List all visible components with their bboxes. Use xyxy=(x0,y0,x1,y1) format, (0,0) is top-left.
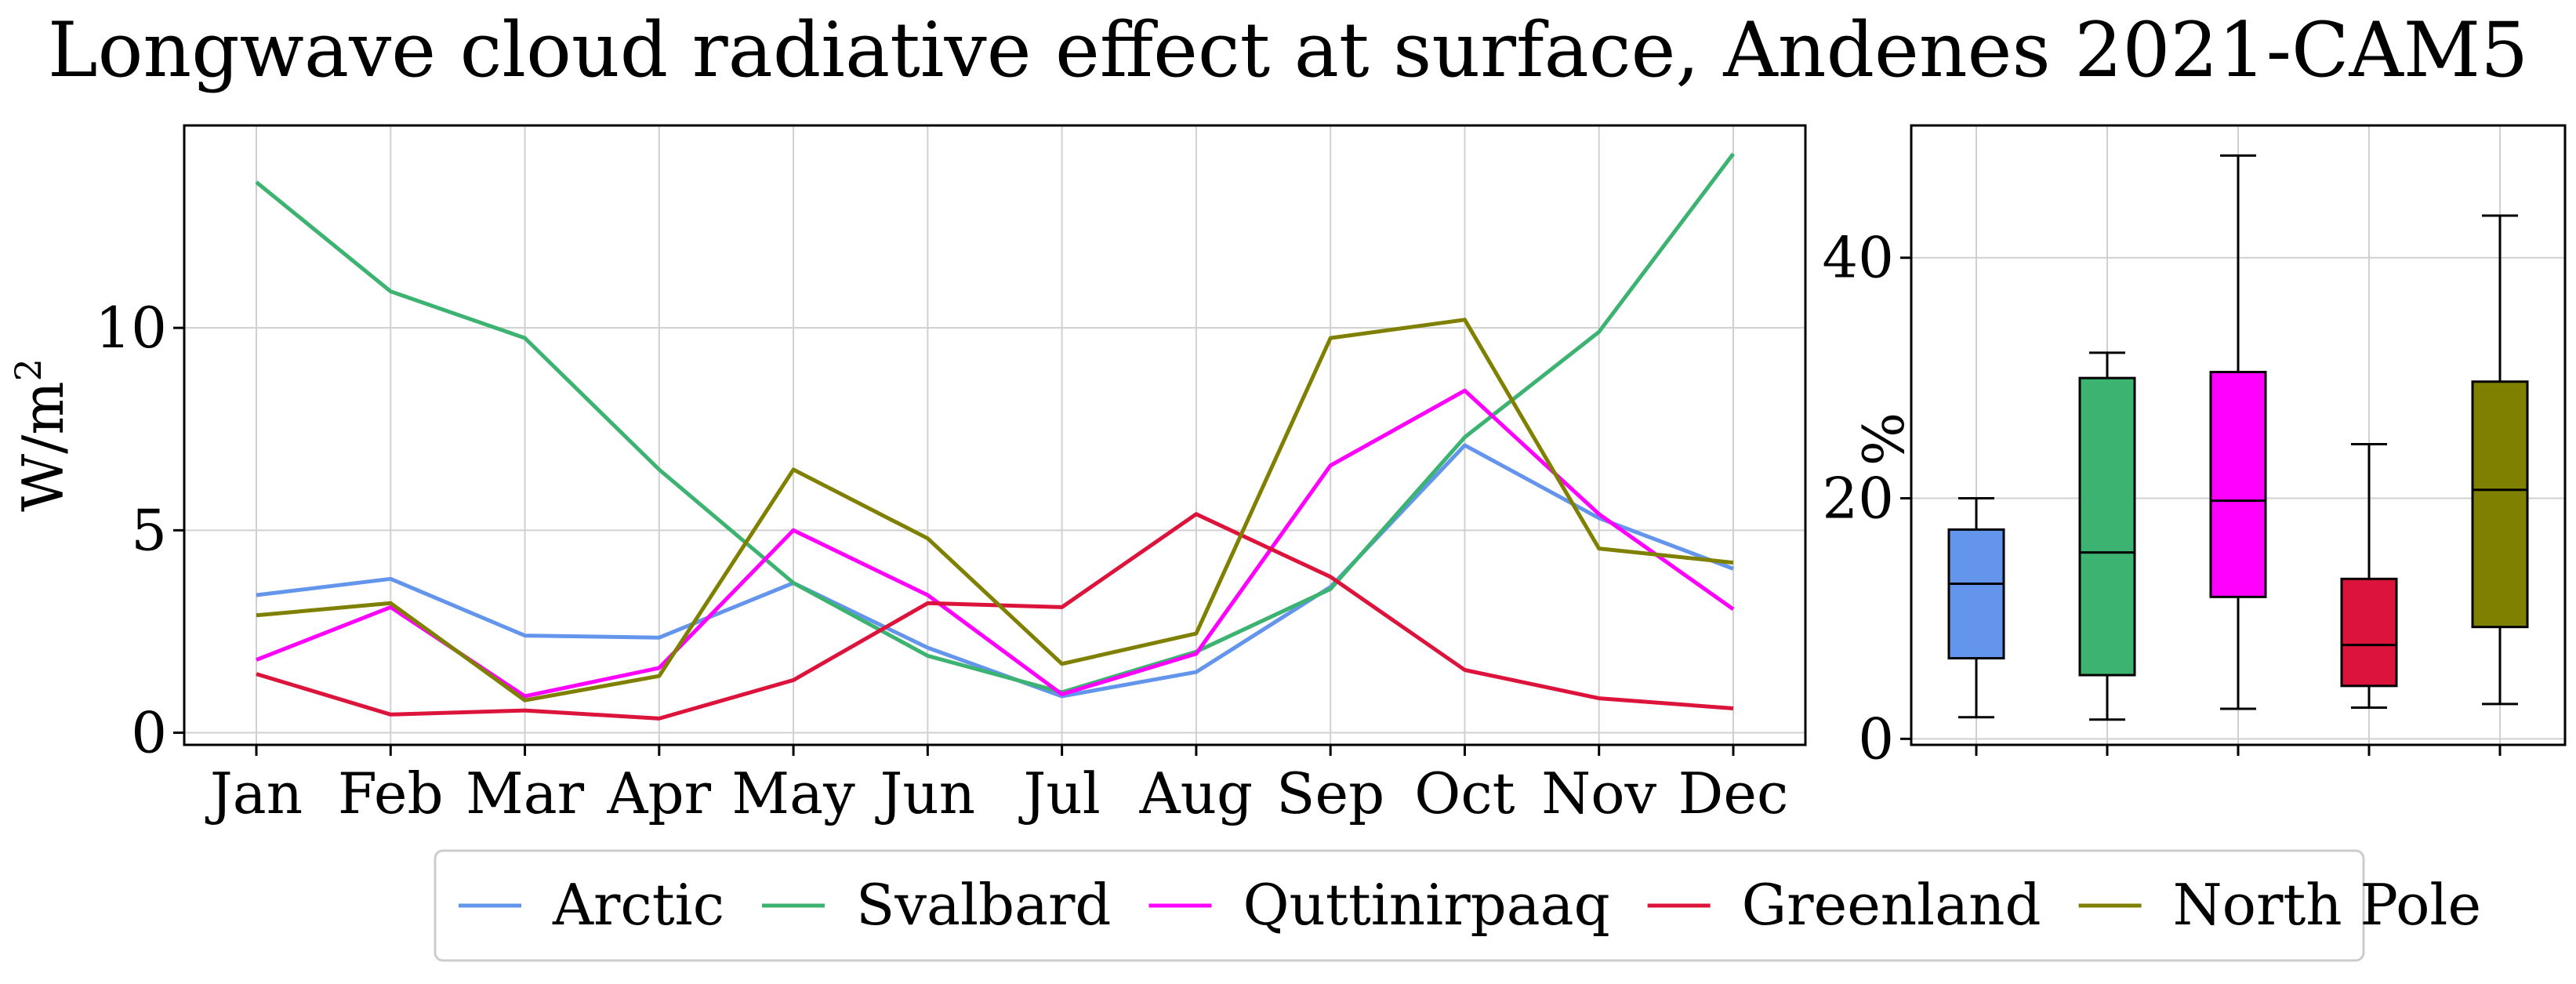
x-tick-label: Oct xyxy=(1414,761,1515,826)
box-chart-y-ticks: 0 20 40 xyxy=(1822,225,1911,772)
legend-item-arctic: Arctic xyxy=(459,872,724,938)
legend-item-svalbard: Svalbard xyxy=(762,872,1112,938)
box-body xyxy=(1947,528,2005,660)
series-line-greenland xyxy=(256,512,1734,721)
y-axis-label-superscript: 2 xyxy=(7,358,49,381)
line-chart-y-ticks: 0 5 10 xyxy=(95,295,184,766)
box-north-pole xyxy=(2471,214,2529,706)
figure-title: Longwave cloud radiative effect at surfa… xyxy=(48,6,2528,94)
box-chart-boxes xyxy=(1947,154,2529,721)
legend-label: North Pole xyxy=(2173,872,2481,938)
y-tick-label: 5 xyxy=(131,497,167,563)
y-tick-label: 40 xyxy=(1822,225,1894,291)
line-chart-x-ticks: Jan Feb Mar Apr May Jun Jul Aug Sep Oct Nov Dec xyxy=(205,745,1788,826)
x-tick-label: Apr xyxy=(607,761,712,826)
x-tick-label: Jan xyxy=(205,761,303,826)
legend-frame xyxy=(434,849,2365,962)
legend-label: Svalbard xyxy=(856,872,1111,938)
box-chart: 0 20 40 % xyxy=(1822,124,2567,772)
legend-label: Arctic xyxy=(552,872,724,938)
y-tick-label: 10 xyxy=(95,295,167,361)
series-line-quttinirpaaq xyxy=(256,388,1735,699)
legend-items: Arctic Svalbard Quttinirpaaq Greenland North… xyxy=(459,872,2481,938)
x-tick-label: Nov xyxy=(1541,761,1656,826)
x-tick-label: Feb xyxy=(338,761,444,826)
y-tick-label: 20 xyxy=(1822,466,1894,532)
box-body xyxy=(2209,370,2267,598)
x-tick-label: May xyxy=(731,761,855,826)
line-chart-y-axis-label: W/m2 xyxy=(7,358,76,512)
box-chart-y-axis-label: % xyxy=(1851,412,1917,466)
y-tick-label: 0 xyxy=(131,700,167,766)
box-chart-x-ticks xyxy=(1975,745,2502,756)
legend-label: Quttinirpaaq xyxy=(1243,872,1610,938)
x-tick-label: Sep xyxy=(1276,761,1384,826)
y-axis-label-base: W/m xyxy=(10,381,76,512)
x-tick-label: Jul xyxy=(1018,761,1101,826)
box-body xyxy=(2078,376,2136,677)
box-greenland xyxy=(2340,443,2398,709)
line-chart: Jan Feb Mar Apr May Jun Jul Aug Sep Oct Nov Dec 0 5 1… xyxy=(7,124,1807,826)
box-body xyxy=(2340,577,2398,688)
legend-item-north-pole: North Pole xyxy=(2078,872,2481,938)
x-tick-label: Mar xyxy=(466,761,585,826)
x-tick-label: Dec xyxy=(1678,761,1789,826)
line-chart-grid xyxy=(184,125,1805,745)
series-line-svalbard xyxy=(255,152,1735,695)
legend-label: Greenland xyxy=(1742,872,2041,938)
y-tick-label: 0 xyxy=(1858,706,1894,772)
series-line-north-pole xyxy=(256,318,1734,703)
box-body xyxy=(2471,380,2529,629)
series-line-arctic xyxy=(256,443,1734,699)
line-chart-frame xyxy=(183,124,1807,746)
legend-item-quttinirpaaq: Quttinirpaaq xyxy=(1148,872,1610,938)
box-arctic xyxy=(1947,497,2005,719)
x-tick-label: Jun xyxy=(875,761,976,826)
line-chart-series xyxy=(255,152,1735,721)
box-svalbard xyxy=(2078,351,2136,721)
legend: Arctic Svalbard Quttinirpaaq Greenland North… xyxy=(434,849,2481,962)
box-quttinirpaaq xyxy=(2209,154,2267,710)
legend-item-greenland: Greenland xyxy=(1647,872,2041,938)
x-tick-label: Aug xyxy=(1139,761,1253,826)
